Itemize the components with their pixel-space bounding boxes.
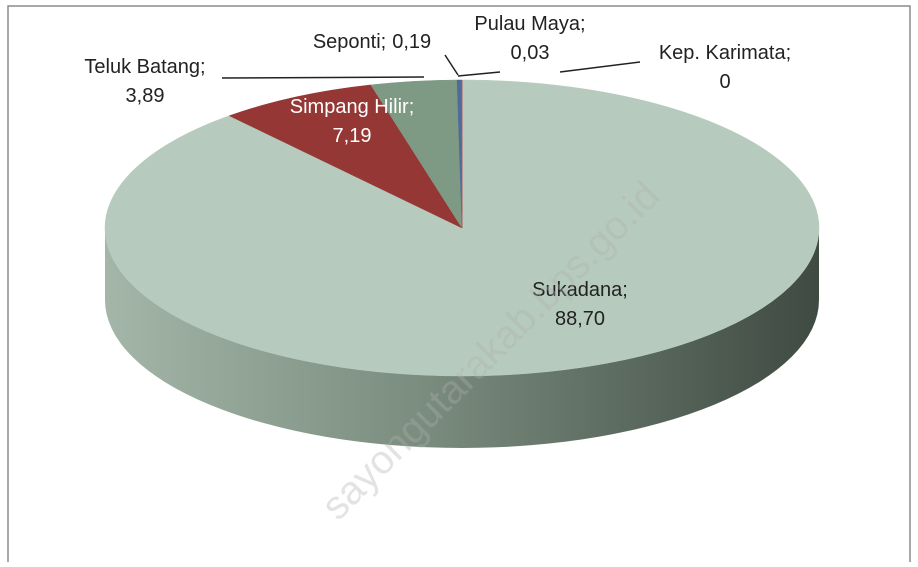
label-value: 7,19 [333, 125, 372, 147]
label-name: Simpang Hilir [290, 96, 409, 118]
leader-line [559, 61, 641, 73]
label-separator: ; [580, 13, 586, 35]
label-separator: ; [622, 279, 628, 301]
labels: Sukadana; 88,70 Simpang Hilir; 7,19 Teluk Ba… [84, 13, 791, 330]
leader-line [221, 76, 425, 79]
label-separator: ; [786, 42, 792, 64]
label-value: 88,70 [555, 308, 605, 330]
data-label: Simpang Hilir; 7,19 [290, 96, 415, 147]
data-label: Sukadana; 88,70 [532, 279, 628, 330]
label-separator: ; [381, 31, 387, 53]
pie [104, 79, 820, 448]
data-label: Kep. Karimata; 0 [659, 42, 791, 93]
data-label: Seponti; 0,19 [313, 31, 431, 53]
label-value: 0,03 [511, 42, 550, 64]
data-label: Teluk Batang; 3,89 [84, 56, 205, 107]
label-value: 0,19 [392, 31, 431, 53]
label-value: 3,89 [126, 85, 165, 107]
pie-slice [228, 84, 463, 229]
label-name: Seponti [313, 31, 381, 53]
pie-side [105, 228, 819, 448]
label-name: Teluk Batang [84, 56, 200, 78]
leader-line [457, 71, 501, 77]
label-name: Pulau Maya [474, 13, 580, 35]
leader-line [444, 54, 459, 76]
data-label: Pulau Maya; 0,03 [474, 13, 585, 64]
label-separator: ; [200, 56, 206, 78]
label-name: Sukadana [532, 279, 623, 301]
label-separator: ; [409, 96, 415, 118]
label-name: Kep. Karimata [659, 42, 787, 64]
label-value: 0 [719, 71, 730, 93]
